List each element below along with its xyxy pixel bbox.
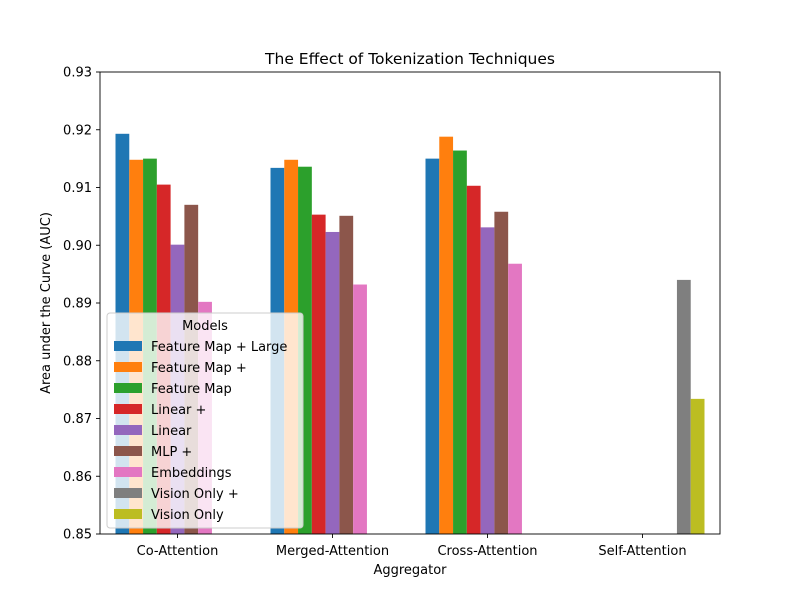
legend-label: Embeddings [151,466,232,481]
legend-label: Linear [151,424,192,439]
legend-swatch [114,488,142,498]
legend-swatch [114,341,142,351]
y-tick-label: 0.88 [63,354,92,369]
legend-swatch [114,362,142,372]
legend-title: Models [182,319,228,334]
legend-label: MLP + [151,445,192,460]
bar-feature-map-cross-attention [453,150,467,535]
bar-linear-cross-attention [466,185,481,534]
y-tick-label: 0.90 [63,239,92,254]
bar-linear-cross-attention [480,227,495,534]
y-axis: 0.85 0.86 0.87 0.88 0.89 0.90 0.91 0.92 0.93 [63,66,100,543]
x-tick-label: Self-Attention [598,544,686,559]
legend: Models Feature Map + Large Feature Map + Fe… [106,312,304,529]
y-tick-label: 0.85 [63,528,92,543]
legend-label: Vision Only + [151,487,239,502]
bar-mlp-merged-attention [339,215,354,535]
bar-vision-only-self-attention [690,398,705,534]
legend-label: Feature Map + [151,361,247,376]
legend-swatch [114,404,142,414]
bar-embeddings-cross-attention [508,263,522,534]
legend-label: Feature Map [151,382,232,397]
bar-feature-map-large-cross-attention [425,158,440,535]
y-tick-label: 0.89 [63,297,92,312]
legend-label: Feature Map + Large [151,340,287,355]
y-tick-label: 0.92 [63,123,92,138]
legend-swatch [114,425,142,435]
legend-swatch [114,383,142,393]
x-tick-label: Merged-Attention [276,544,389,559]
y-tick-label: 0.86 [63,470,92,485]
x-axis: Co-Attention Merged-Attention Cross-Attent… [137,534,687,559]
legend-swatch [114,467,142,477]
legend-label: Vision Only [151,508,224,523]
bar-linear-merged-attention [311,214,326,534]
x-axis-label: Aggregator [373,563,447,578]
x-tick-label: Co-Attention [137,544,219,559]
legend-swatch [114,509,142,519]
y-axis-label: Area under the Curve (AUC) [39,212,54,394]
x-tick-label: Cross-Attention [437,544,537,559]
y-tick-label: 0.93 [63,66,92,81]
y-tick-label: 0.91 [63,181,92,196]
legend-label: Linear + [151,403,206,418]
bar-feature-map-cross-attention [439,136,454,534]
y-tick-label: 0.87 [63,412,92,427]
bar-linear-merged-attention [325,231,340,534]
bar-mlp-cross-attention [494,211,509,534]
bar-embeddings-merged-attention [353,284,367,534]
legend-swatch [114,446,142,456]
legend-box [106,312,304,529]
chart-title: The Effect of Tokenization Techniques [264,50,555,68]
bar-vision-only-self-attention [676,279,691,534]
